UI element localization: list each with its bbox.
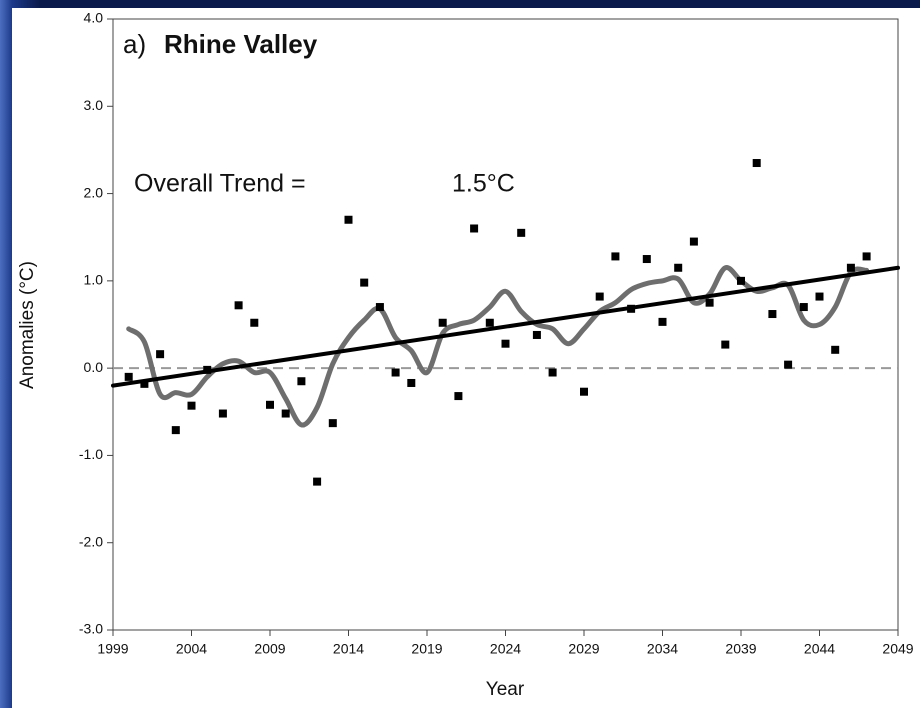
point bbox=[407, 378, 416, 387]
point bbox=[768, 310, 777, 319]
y-tick-label: 0.0 bbox=[84, 359, 104, 375]
trend-line bbox=[111, 265, 900, 388]
point bbox=[752, 159, 761, 168]
point bbox=[470, 224, 479, 233]
chart-title: Rhine Valley bbox=[164, 29, 318, 59]
point bbox=[266, 400, 274, 409]
point bbox=[501, 339, 510, 348]
point bbox=[454, 392, 463, 401]
point bbox=[234, 301, 243, 310]
point bbox=[171, 426, 180, 435]
point bbox=[799, 303, 808, 312]
x-tick-label: 1999 bbox=[97, 641, 128, 657]
point bbox=[517, 228, 526, 237]
point bbox=[124, 372, 133, 381]
point bbox=[281, 409, 290, 418]
point bbox=[595, 292, 604, 301]
point bbox=[862, 252, 871, 261]
x-tick-label: 2004 bbox=[176, 641, 207, 657]
y-tick-label: -3.0 bbox=[79, 621, 103, 637]
y-axis-label: Anomalies (°C) bbox=[17, 261, 38, 389]
point bbox=[689, 237, 698, 246]
y-tick-label: 4.0 bbox=[84, 10, 104, 26]
point bbox=[438, 318, 447, 327]
point bbox=[250, 318, 259, 327]
point bbox=[328, 419, 337, 428]
x-tick-label: 2014 bbox=[333, 641, 364, 657]
panel-label: a) bbox=[123, 29, 146, 59]
x-tick-label: 2024 bbox=[490, 641, 521, 657]
point bbox=[485, 318, 494, 327]
point bbox=[156, 350, 165, 359]
point bbox=[846, 263, 855, 272]
y-tick-label: 2.0 bbox=[84, 184, 104, 200]
point bbox=[360, 278, 369, 287]
annotation-value: 1.5°C bbox=[452, 170, 515, 198]
y-tick-label: 1.0 bbox=[84, 272, 104, 288]
point bbox=[313, 477, 322, 486]
point bbox=[344, 215, 353, 224]
point bbox=[831, 345, 840, 354]
annotation-label: Overall Trend = bbox=[134, 170, 306, 198]
point bbox=[140, 379, 149, 388]
point bbox=[580, 387, 588, 396]
point bbox=[658, 317, 667, 326]
point bbox=[187, 401, 196, 410]
x-axis-label: Year bbox=[486, 679, 525, 700]
point bbox=[548, 368, 557, 377]
point bbox=[642, 255, 651, 264]
y-tick-label: -1.0 bbox=[79, 446, 103, 462]
point bbox=[297, 377, 306, 386]
point bbox=[784, 360, 793, 369]
x-tick-label: 2019 bbox=[411, 641, 442, 657]
point bbox=[737, 276, 745, 285]
x-tick-label: 2034 bbox=[647, 641, 678, 657]
point bbox=[815, 292, 824, 301]
point bbox=[218, 409, 227, 418]
point bbox=[611, 252, 620, 261]
point bbox=[391, 368, 400, 377]
x-tick-label: 2009 bbox=[254, 641, 285, 657]
x-tick-label: 2029 bbox=[568, 641, 599, 657]
x-tick-label: 2039 bbox=[725, 641, 756, 657]
point bbox=[705, 298, 714, 307]
y-tick-label: -2.0 bbox=[79, 533, 103, 549]
y-tick-label: 3.0 bbox=[84, 97, 104, 113]
point bbox=[674, 263, 683, 272]
point bbox=[532, 330, 541, 339]
x-tick-label: 2044 bbox=[804, 641, 835, 657]
point bbox=[375, 303, 384, 312]
x-tick-label: 2049 bbox=[882, 641, 913, 657]
point bbox=[721, 340, 730, 349]
